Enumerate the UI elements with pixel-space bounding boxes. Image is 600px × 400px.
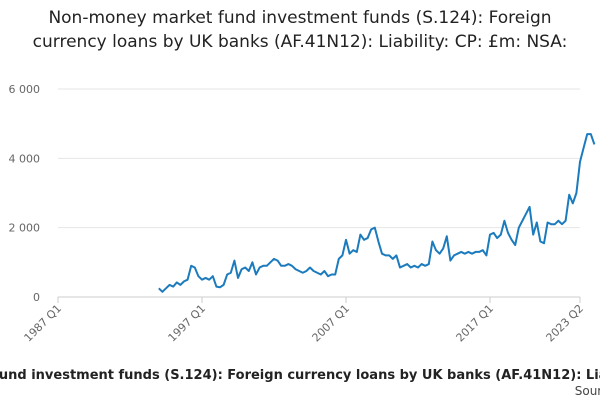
chart-title: Non-money market fund investment funds (…	[32, 8, 568, 52]
x-tick-label: 2007 Q1	[310, 302, 353, 345]
source: Source:	[575, 384, 600, 398]
y-tick-label: 6 000	[9, 83, 41, 96]
x-tick-label: 1997 Q1	[166, 302, 209, 345]
y-tick-label: 4 000	[9, 152, 41, 165]
y-tick-label: 2 000	[9, 222, 41, 235]
legend-label: Non-money market fund investment funds (…	[0, 368, 600, 383]
series-line	[158, 133, 596, 293]
x-tick-label: 2017 Q1	[454, 302, 497, 345]
y-tick-label: 0	[33, 291, 40, 304]
x-tick-label: 2023 Q2	[544, 302, 587, 345]
x-tick-label: 1987 Q1	[22, 302, 65, 345]
